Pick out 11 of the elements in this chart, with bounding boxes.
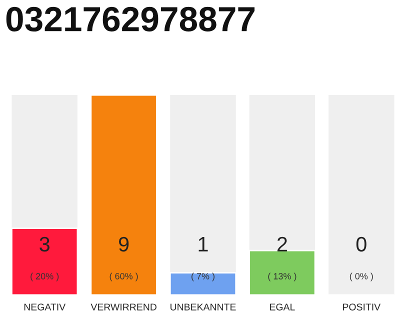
x-tick-label: UNBEKANNTE: [170, 304, 236, 310]
x-tick-label: POSITIV: [343, 304, 381, 310]
x-tick-label: VERWIRREND: [90, 304, 156, 310]
data-label: 1 ( 7% ): [192, 237, 214, 282]
data-label: 2 ( 13% ): [268, 236, 296, 282]
chart-title: 0321762978877: [6, 6, 255, 32]
data-label: 0 ( 0% ): [350, 236, 373, 282]
data-label: 3 ( 20% ): [30, 236, 59, 282]
x-tick-label: NEGATIV: [24, 304, 66, 310]
data-label: 9 ( 60% ): [110, 236, 138, 282]
x-tick-label: EGAL: [270, 304, 295, 310]
